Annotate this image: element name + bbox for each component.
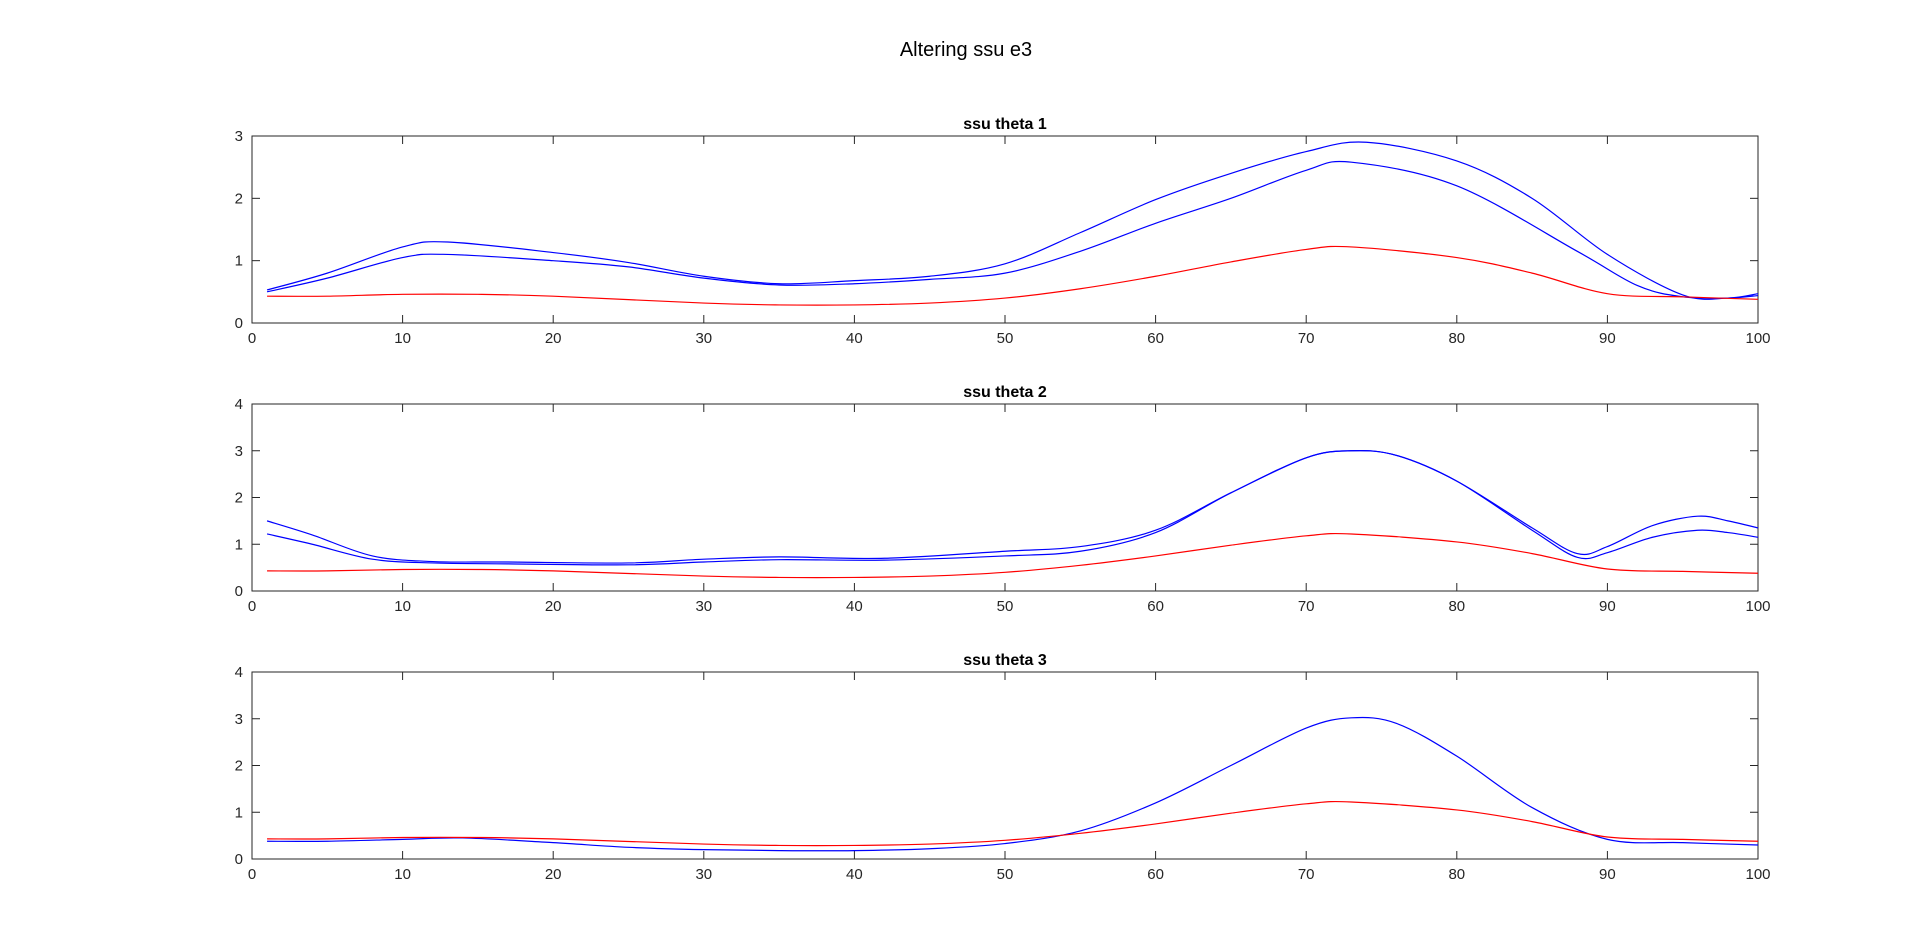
series-line-2: [266, 160, 1759, 299]
axes-frame: [251, 135, 1759, 324]
x-tick-label: 100: [1745, 866, 1770, 883]
series-line-1: [266, 141, 1759, 300]
x-tick-label: 50: [997, 866, 1014, 883]
y-tick-label: 2: [235, 758, 243, 775]
x-tick-label: 60: [1147, 866, 1164, 883]
x-tick-label: 60: [1147, 330, 1164, 347]
x-tick-label: 10: [394, 598, 411, 615]
y-tick-label: 0: [235, 851, 243, 868]
y-tick-label: 1: [235, 536, 243, 553]
y-tick-label: 1: [235, 253, 243, 270]
x-tick-label: 0: [248, 866, 256, 883]
series-line-3: [267, 532, 1759, 579]
subplot-title: ssu theta 3: [963, 652, 1047, 669]
y-tick-label: 1: [235, 804, 243, 821]
x-tick-label: 90: [1599, 330, 1616, 347]
x-tick-label: 50: [997, 598, 1014, 615]
subplot-title: ssu theta 2: [963, 384, 1047, 401]
x-tick-label: 90: [1599, 598, 1616, 615]
x-tick-label: 40: [846, 598, 863, 615]
subplot-title: ssu theta 1: [963, 116, 1047, 133]
axes-frame: [251, 671, 1759, 860]
x-tick-label: 20: [545, 598, 562, 615]
x-tick-label: 70: [1298, 330, 1315, 347]
x-tick-label: 10: [394, 866, 411, 883]
x-tick-label: 20: [545, 330, 562, 347]
x-tick-label: 50: [997, 330, 1014, 347]
series-line-1: [266, 450, 1759, 564]
x-tick-label: 100: [1745, 598, 1770, 615]
x-tick-label: 80: [1448, 330, 1465, 347]
x-tick-label: 70: [1298, 598, 1315, 615]
x-tick-label: 70: [1298, 866, 1315, 883]
series-line-1: [267, 716, 1759, 852]
x-tick-label: 90: [1599, 866, 1616, 883]
series-line-2: [266, 450, 1759, 566]
x-tick-label: 80: [1448, 866, 1465, 883]
subplots: ssu theta 10 10 20 30 40 50 60 70 80 90 1000123ssu…: [235, 116, 1771, 883]
subplot-2: ssu theta 2 0 10 20 30 40 50 60 70 80 90 100 0 1 2 3 4: [235, 384, 1771, 615]
x-tick-label: 0: [248, 330, 256, 347]
y-tick-label: 3: [235, 128, 243, 145]
x-tick-label: 80: [1448, 598, 1465, 615]
x-tick-label: 40: [846, 330, 863, 347]
y-tick-label: 2: [235, 190, 243, 207]
y-tick-label: 4: [235, 664, 243, 681]
y-tick-label: 0: [235, 315, 243, 332]
x-tick-label: 30: [695, 330, 712, 347]
x-tick-label: 40: [846, 866, 863, 883]
x-tick-label: 100: [1745, 330, 1770, 347]
figure-title: Altering ssu e3: [900, 39, 1032, 61]
series-line-3: [267, 245, 1759, 306]
y-tick-label: 3: [235, 443, 243, 460]
y-tick-label: 2: [235, 490, 243, 507]
x-tick-label: 30: [695, 598, 712, 615]
y-tick-label: 0: [235, 583, 243, 600]
axes-frame: [251, 403, 1759, 592]
x-tick-label: 10: [394, 330, 411, 347]
y-tick-label: 4: [235, 396, 243, 413]
x-tick-label: 60: [1147, 598, 1164, 615]
x-tick-label: 0: [248, 598, 256, 615]
y-tick-label: 3: [235, 711, 243, 728]
series-line-2: [267, 800, 1759, 847]
x-tick-label: 20: [545, 866, 562, 883]
x-tick-label: 30: [695, 866, 712, 883]
subplot-3: ssu theta 3 0 10 20 30 40 50 60 70 80 90 100 0 1 2 3 4: [235, 652, 1771, 883]
subplot-1: ssu theta 1 0 10 20 30 40 50 60 70 80 90 100 0 1 2 3: [235, 116, 1771, 347]
